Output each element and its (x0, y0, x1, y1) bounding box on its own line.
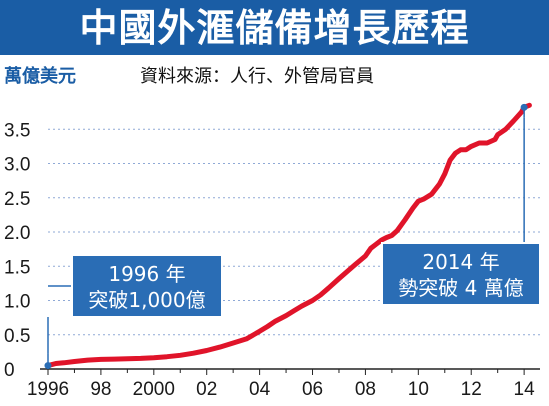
y-tick-label: 0 (4, 360, 15, 381)
annotation-line-1: 1996 年 (108, 262, 185, 286)
x-tick-label: 98 (90, 379, 111, 400)
chart-title-bar: 中國外滙儲備增長歷程 (0, 0, 549, 55)
annotation-box (381, 242, 541, 306)
y-tick-label: 1.5 (4, 257, 30, 278)
annotation-box (71, 254, 223, 318)
x-tick-label: 14 (514, 379, 536, 400)
y-tick-label: 1.0 (4, 292, 30, 313)
x-tick-label: 08 (355, 379, 376, 400)
annotation-point (520, 103, 528, 111)
annotation-line-2: 突破1,000億 (88, 288, 205, 312)
x-tick-label: 06 (302, 379, 323, 400)
x-tick-label: 2000 (133, 379, 175, 400)
annotation-line-2: 勢突破 4 萬億 (398, 276, 523, 300)
x-tick-label: 10 (408, 379, 429, 400)
x-tick-label: 04 (249, 379, 271, 400)
x-tick-label: 1996 (27, 379, 69, 400)
chart-title: 中國外滙儲備增長歷程 (79, 5, 470, 50)
x-tick-label: 02 (196, 379, 217, 400)
y-tick-label: 0.5 (4, 326, 30, 347)
y-tick-label: 2.5 (4, 189, 30, 210)
x-tick-label: 12 (461, 379, 482, 400)
annotation-line-1: 2014 年 (422, 250, 499, 274)
y-axis-label: 萬億美元 (4, 65, 76, 87)
y-tick-labels: 0 0.5 1.0 1.5 2.0 2.5 3.0 3.5 (4, 120, 30, 381)
y-tick-label: 3.0 (4, 155, 30, 176)
x-tick-labels: 1996 98 2000 02 04 06 08 10 12 14 (27, 379, 535, 400)
chart-axes (40, 368, 540, 375)
source-note: 資料來源：人行、外管局官員 (140, 66, 374, 87)
y-tick-label: 2.0 (4, 223, 30, 244)
y-tick-label: 3.5 (4, 120, 30, 141)
reserves-series-line (45, 102, 532, 369)
annotation-point (44, 362, 52, 370)
